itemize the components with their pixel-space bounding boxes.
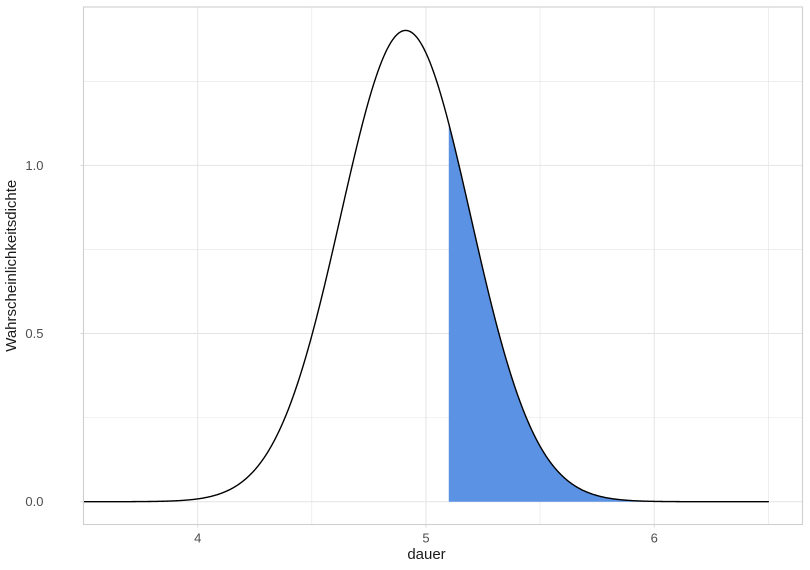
svg-text:1.0: 1.0 — [25, 158, 43, 173]
svg-text:0.5: 0.5 — [25, 326, 43, 341]
svg-text:5: 5 — [422, 531, 429, 546]
svg-text:dauer: dauer — [407, 546, 445, 563]
svg-text:4: 4 — [194, 531, 201, 546]
svg-text:6: 6 — [651, 531, 658, 546]
svg-text:0.0: 0.0 — [25, 494, 43, 509]
svg-text:Wahrscheinlichkeitsdichte: Wahrscheinlichkeitsdichte — [3, 180, 20, 352]
